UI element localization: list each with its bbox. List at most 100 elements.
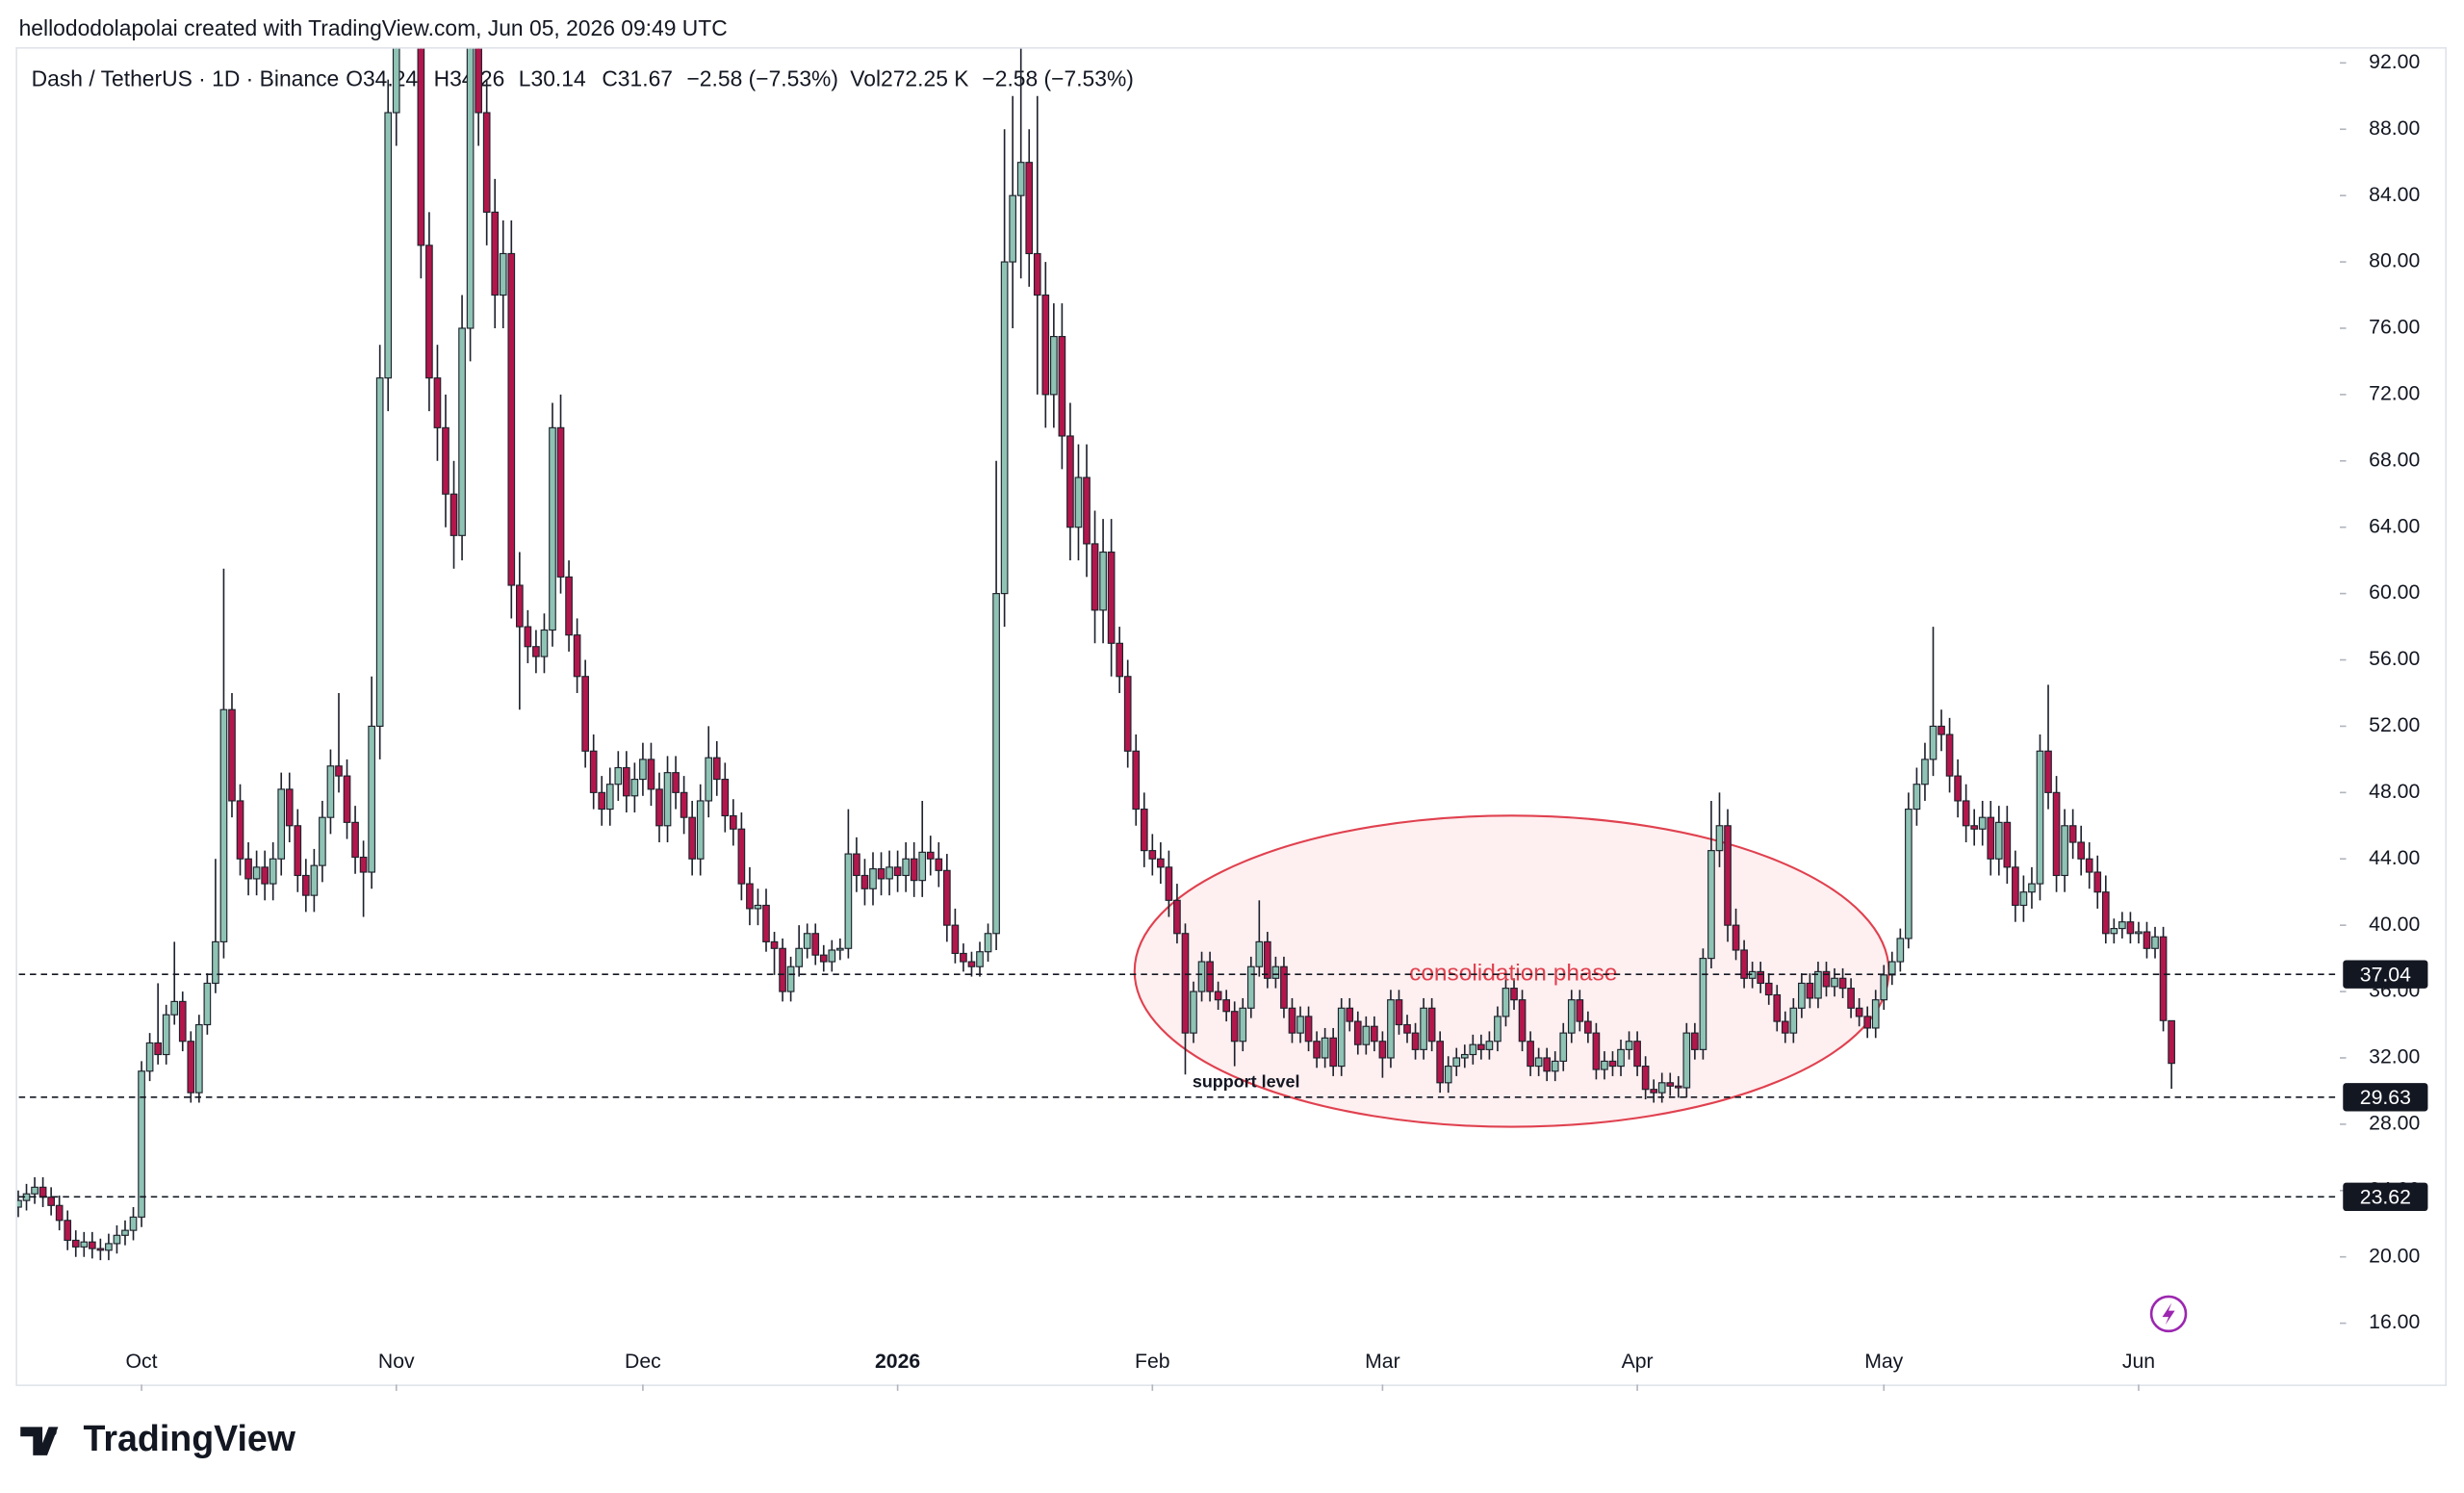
candle-body: [1822, 970, 1831, 988]
candle-body: [491, 211, 500, 296]
candle-body: [869, 868, 877, 889]
candle-body: [1732, 924, 1740, 951]
candle-body: [2012, 866, 2019, 907]
candle-body: [301, 874, 310, 896]
candle-body: [64, 1220, 72, 1242]
candle-body: [573, 634, 581, 678]
candle-body: [1083, 476, 1091, 545]
candle-body: [918, 851, 927, 882]
candle-body: [2061, 825, 2068, 877]
candle-body: [1313, 1041, 1321, 1059]
y-tick-label: 68.00: [2369, 449, 2420, 471]
candle-body: [1157, 858, 1165, 868]
candle-body: [442, 426, 449, 495]
candle-body: [417, 48, 425, 246]
candle-body: [212, 940, 219, 985]
candle-body: [2036, 750, 2044, 885]
candle-body: [1978, 816, 1987, 830]
x-tick-label: Apr: [1622, 1351, 1654, 1373]
candle-body: [779, 947, 786, 992]
candle-body: [2151, 936, 2159, 949]
candle-body: [754, 904, 762, 910]
candle-body: [984, 933, 992, 953]
x-tick-label: Oct: [126, 1351, 158, 1373]
candle-body: [1863, 1016, 1872, 1029]
candle-body: [1395, 999, 1403, 1026]
candle-body: [1197, 961, 1206, 992]
candle-body: [1132, 750, 1141, 811]
candle-body: [368, 725, 375, 873]
candle-body: [1304, 1016, 1313, 1043]
candle-body: [1608, 1060, 1617, 1068]
candle-body: [1871, 999, 1880, 1029]
candle-body: [310, 864, 319, 896]
candle-body: [1025, 162, 1034, 255]
candle-body: [976, 951, 984, 967]
candle-body: [803, 933, 811, 949]
candle-body: [326, 765, 335, 818]
low: L30.14: [519, 65, 586, 90]
candle-body: [1896, 938, 1905, 963]
candle-body: [565, 576, 573, 636]
candle-body: [319, 816, 326, 866]
candle-body: [795, 947, 803, 967]
candle-body: [844, 853, 853, 949]
x-tick-label: May: [1864, 1351, 1903, 1373]
candle-body: [1411, 1032, 1420, 1050]
candle-body: [1584, 1020, 1592, 1034]
candle-body: [466, 48, 475, 329]
level-label: 37.04: [2360, 964, 2411, 986]
candle-body: [589, 750, 598, 793]
candle-body: [2101, 891, 2110, 935]
candle-body: [1510, 988, 1518, 1001]
plot: [16, 48, 2175, 1261]
candle-body: [746, 883, 754, 910]
candle-body: [1847, 988, 1855, 1009]
candle-body: [960, 952, 967, 963]
candle-body: [228, 708, 236, 802]
candle-body: [951, 924, 960, 955]
candle-body: [1264, 940, 1271, 979]
candle-body: [1033, 252, 1041, 296]
candle-body: [2044, 750, 2052, 793]
candle-body: [1190, 991, 1197, 1034]
candle-body: [770, 940, 779, 949]
candle-body: [1246, 965, 1255, 1009]
logo-text: TradingView: [84, 1418, 296, 1458]
candle-body: [1543, 1057, 1552, 1072]
candle-body: [1074, 476, 1083, 528]
x-tick-label: Mar: [1365, 1351, 1400, 1373]
candle-body: [1814, 970, 1822, 999]
candle-body: [1288, 1007, 1296, 1034]
candle-body: [1485, 1041, 1494, 1050]
candle-body: [2110, 928, 2118, 935]
change: −2.58 (−7.53%): [686, 65, 837, 90]
candle-body: [96, 1248, 105, 1251]
close: C31.67: [602, 65, 673, 90]
candle-body: [1140, 808, 1148, 852]
candle-body: [277, 788, 286, 860]
x-tick-label: Nov: [378, 1351, 415, 1373]
candle-body: [1682, 1032, 1691, 1089]
candle-body: [1551, 1060, 1559, 1072]
candle-body: [1838, 977, 1847, 990]
candle-body: [294, 825, 302, 877]
y-tick-label: 44.00: [2369, 847, 2420, 869]
candle-body: [482, 112, 491, 213]
credit: hellododolapolai created with TradingVie…: [19, 15, 728, 40]
candle-body: [1239, 1007, 1247, 1043]
candle-body: [1912, 784, 1921, 811]
candle-body: [1329, 1037, 1338, 1068]
y-tick-label: 64.00: [2369, 515, 2420, 537]
candle-body: [672, 772, 680, 793]
candle-body: [433, 377, 442, 428]
candle-body: [2068, 825, 2077, 843]
candle-body: [31, 1186, 38, 1195]
candle-body: [516, 584, 524, 628]
x-tick-label: 2026: [875, 1351, 920, 1373]
candle-body: [1798, 982, 1806, 1009]
candle-body: [532, 646, 540, 657]
candle-body: [1427, 1007, 1436, 1043]
candle-body: [1773, 993, 1782, 1022]
candle-body: [2019, 891, 2028, 907]
